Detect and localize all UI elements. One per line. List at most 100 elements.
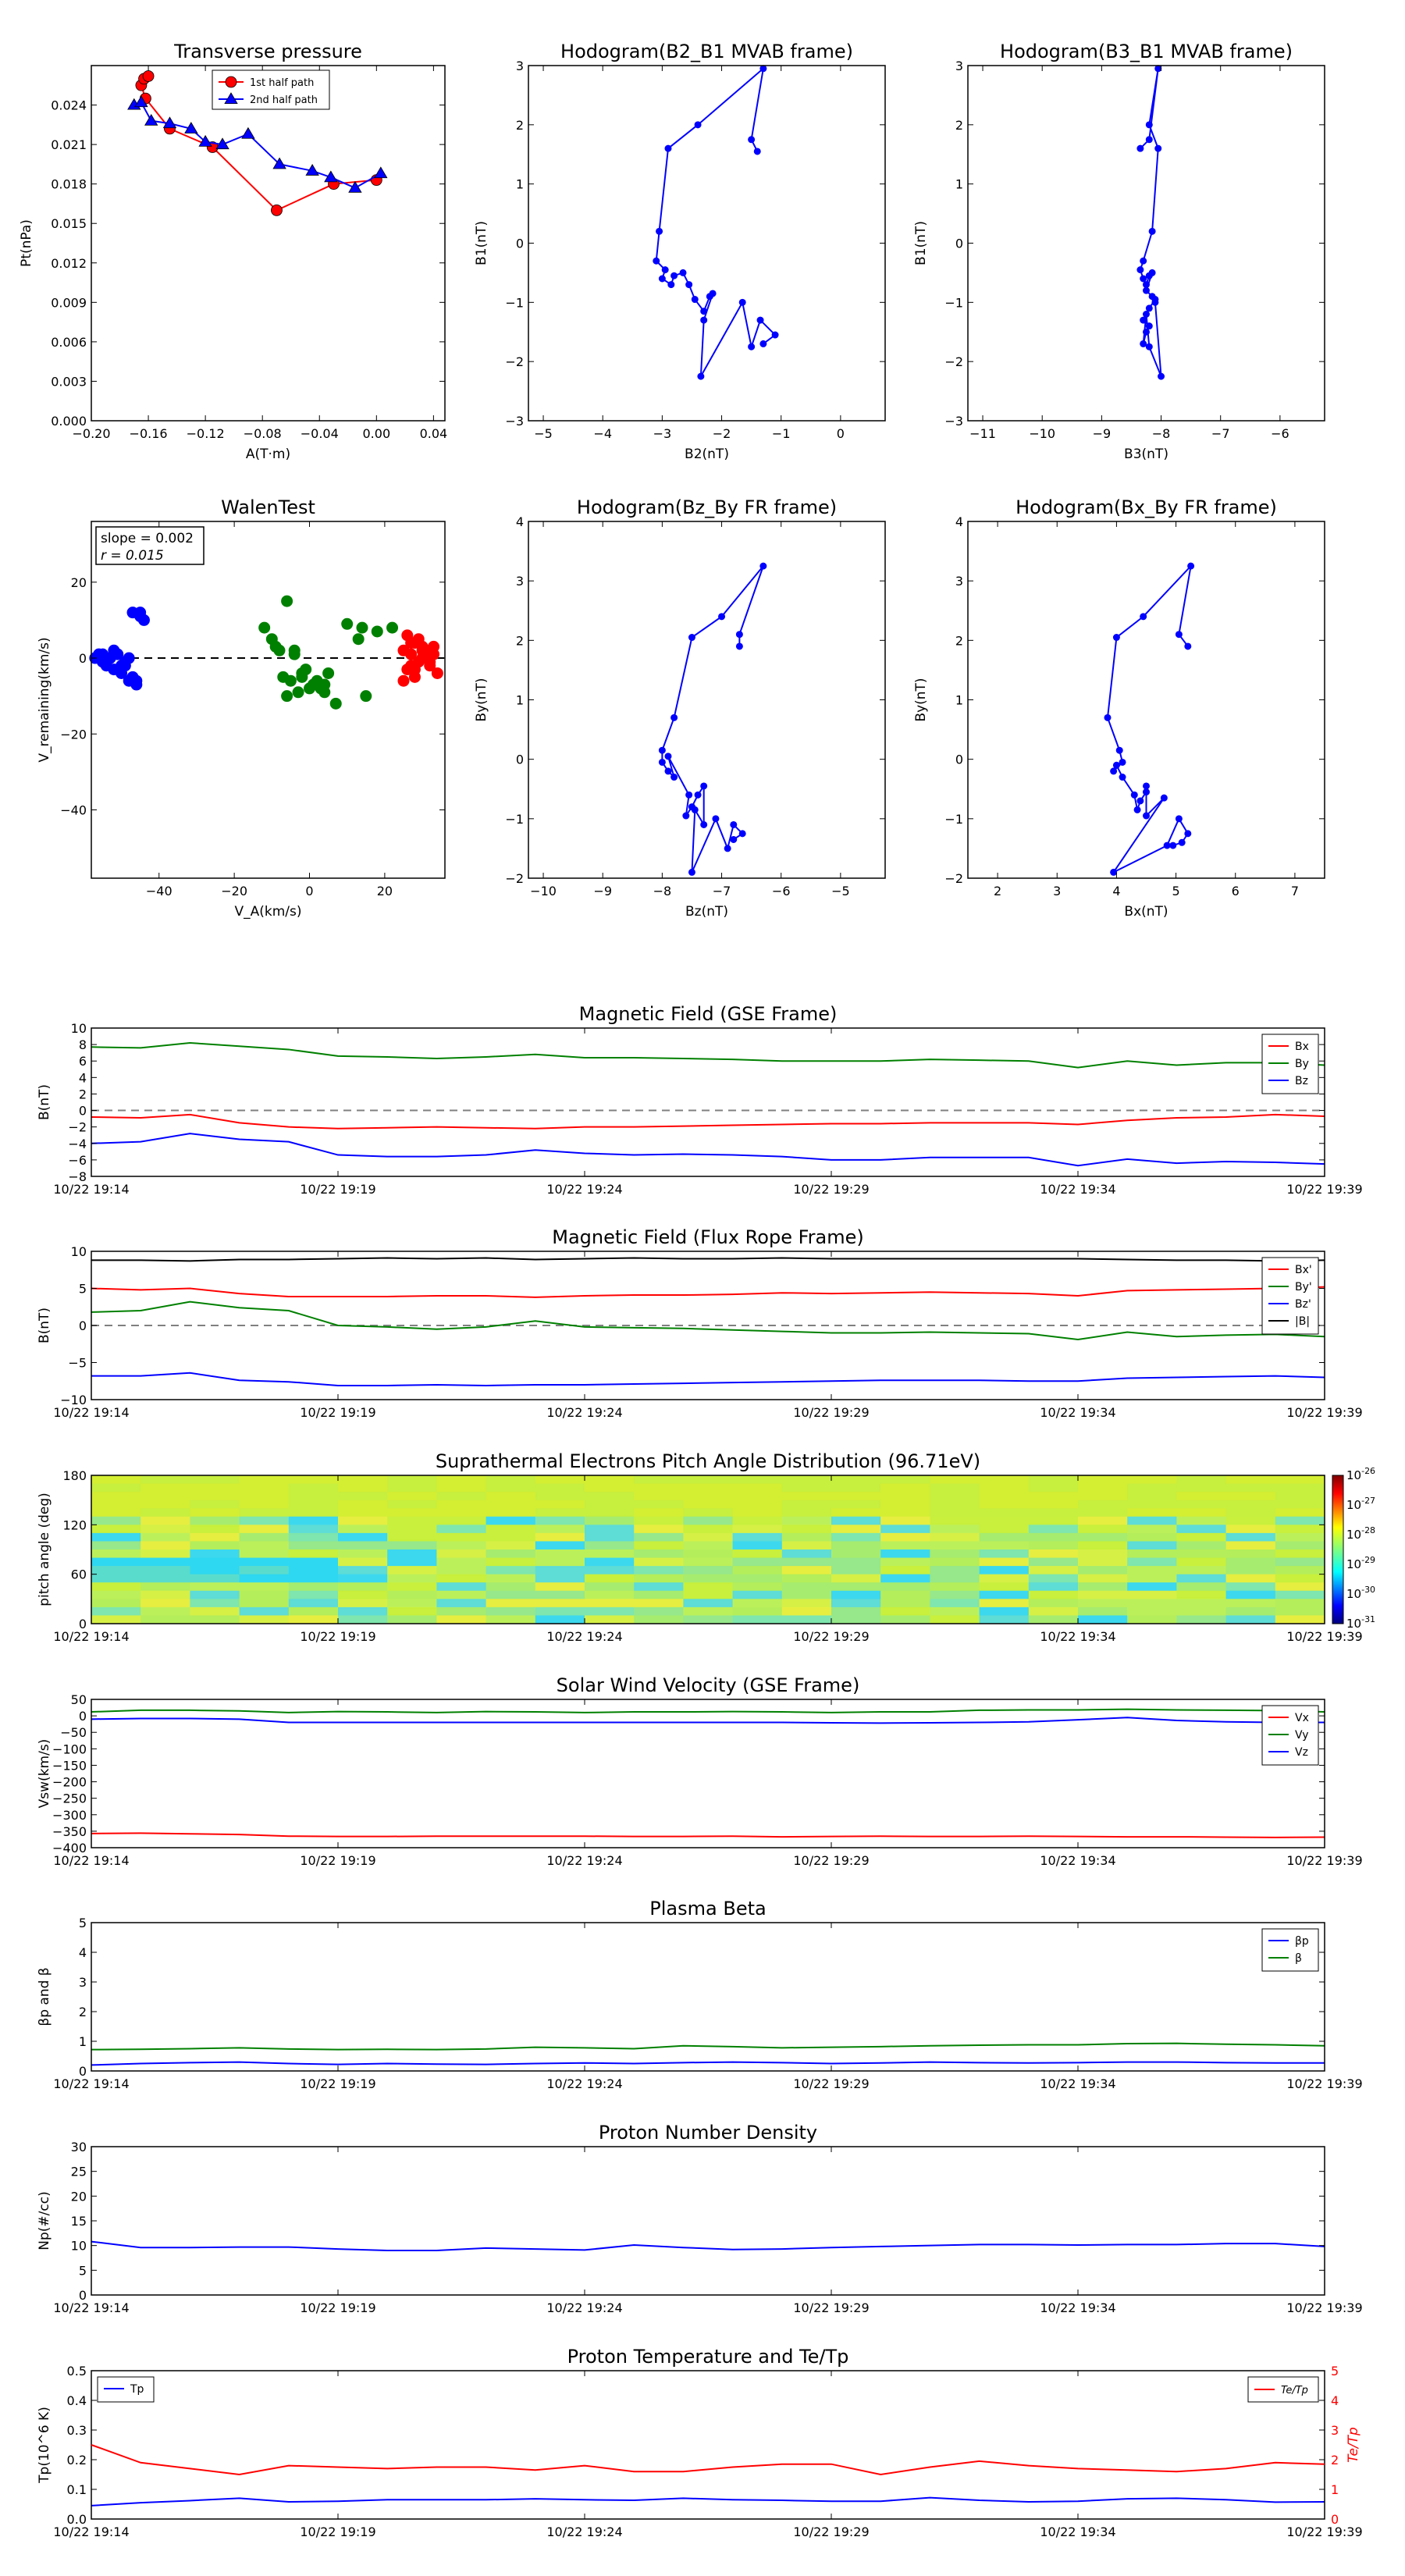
heatmap-cell <box>1225 1492 1276 1501</box>
heatmap-cell <box>930 1550 980 1559</box>
chart-title: Proton Number Density <box>599 2122 817 2144</box>
data-point <box>682 812 690 820</box>
annotation-r: r = 0.015 <box>101 548 164 564</box>
data-point <box>1163 841 1171 849</box>
data-point <box>1130 791 1138 799</box>
heatmap-cell <box>1028 1599 1079 1608</box>
x-tick-label: −0.12 <box>187 426 225 441</box>
heatmap-cell <box>1127 1475 1177 1485</box>
data-point <box>1140 316 1147 324</box>
data-point <box>356 621 368 634</box>
data-point <box>1160 794 1168 802</box>
heatmap-cell <box>1078 1582 1128 1592</box>
heatmap-cell <box>634 1525 684 1534</box>
heatmap-cell <box>140 1550 190 1559</box>
x-tick-label: 10/22 19:19 <box>300 1182 375 1197</box>
heatmap-cell <box>190 1525 240 1534</box>
heatmap-cell <box>535 1590 585 1599</box>
heatmap-cell <box>535 1525 585 1534</box>
heatmap-cell <box>732 1557 783 1567</box>
heatmap-cell <box>1028 1500 1079 1509</box>
heatmap-cell <box>732 1606 783 1616</box>
heatmap-cell <box>140 1483 190 1493</box>
heatmap-cell <box>91 1574 141 1583</box>
data-point <box>1136 266 1144 274</box>
heatmap-cell <box>91 1508 141 1517</box>
heatmap-cell <box>288 1483 339 1493</box>
heatmap-cell <box>239 1508 290 1517</box>
y-right-tick-label: 0 <box>1331 2512 1339 2527</box>
data-point <box>670 272 678 279</box>
data-point <box>162 116 177 129</box>
heatmap-cell <box>338 1590 388 1599</box>
heatmap-cell <box>979 1582 1030 1592</box>
heatmap-cell <box>880 1615 930 1624</box>
data-point <box>653 257 660 265</box>
data-point <box>134 95 148 108</box>
heatmap-cell <box>781 1532 832 1542</box>
heatmap-cell <box>387 1550 437 1559</box>
series-line-te-tp <box>91 2444 1325 2476</box>
heatmap-cell <box>979 1557 1030 1567</box>
y-tick-label: 1 <box>955 177 963 192</box>
heatmap-cell <box>880 1500 930 1509</box>
y-tick-label: 1 <box>516 693 524 708</box>
colorbar-tick-label: 10-26 <box>1346 1466 1375 1482</box>
series-line-Vz <box>91 1717 1325 1724</box>
heatmap-cell <box>1176 1566 1227 1575</box>
heatmap-cell <box>190 1508 240 1517</box>
x-tick-label: −11 <box>969 426 996 441</box>
heatmap-cell <box>1078 1500 1128 1509</box>
legend-label: Bx' <box>1295 1264 1312 1276</box>
heatmap-cell <box>1028 1475 1079 1485</box>
colorbar <box>1332 1475 1344 1624</box>
heatmap-cell <box>585 1599 635 1608</box>
panel-hodo_bxby: Hodogram(Bx_By FR frame)2 3 4 5 6 7−2−101234B… <box>913 496 1325 920</box>
heatmap-cell <box>1225 1557 1276 1567</box>
heatmap-cell <box>288 1500 339 1509</box>
heatmap-cell <box>288 1525 339 1534</box>
y-tick-label: −8 <box>68 1169 87 1184</box>
heatmap-cell <box>634 1590 684 1599</box>
y-axis-label: Tp(10^6 K) <box>37 2407 52 2484</box>
heatmap-cell <box>486 1590 536 1599</box>
heatmap-cell <box>1176 1615 1227 1624</box>
data-point <box>670 713 678 721</box>
data-point <box>1143 782 1150 790</box>
y-tick-label: 0.015 <box>51 216 87 231</box>
heatmap-cell <box>1078 1550 1128 1559</box>
heatmap-cell <box>288 1550 339 1559</box>
heatmap-cell <box>880 1550 930 1559</box>
heatmap-cell <box>831 1599 881 1608</box>
x-tick-label: 10/22 19:19 <box>300 1405 375 1420</box>
legend-label: Vy <box>1295 1729 1309 1742</box>
y-axis-label: B1(nT) <box>474 221 489 265</box>
y-tick-label: 0.000 <box>51 414 87 429</box>
data-point <box>1143 311 1150 318</box>
heatmap-cell <box>732 1574 783 1583</box>
y-tick-label: −1 <box>944 812 963 827</box>
heatmap-cell <box>1275 1574 1325 1583</box>
legend-label: Bz' <box>1295 1298 1311 1311</box>
data-point <box>691 806 699 813</box>
data-point <box>1154 144 1162 152</box>
y-tick-label: 20 <box>71 2189 87 2204</box>
legend-label: Tp <box>130 2383 144 2396</box>
heatmap-cell <box>1275 1516 1325 1525</box>
legend-label: By' <box>1295 1281 1312 1293</box>
y-tick-label: 0 <box>79 1617 87 1631</box>
heatmap-cell <box>732 1500 783 1509</box>
heatmap-cell <box>781 1500 832 1509</box>
heatmap-cell <box>831 1615 881 1624</box>
heatmap-cell <box>979 1516 1030 1525</box>
plot-frame <box>91 1699 1325 1848</box>
data-point <box>709 290 717 297</box>
y-tick-label: 8 <box>79 1037 87 1052</box>
data-point <box>348 180 362 193</box>
series-line-By' <box>91 1300 1325 1341</box>
data-point <box>1169 841 1177 849</box>
heatmap-cell <box>1078 1615 1128 1624</box>
series-line-Tp <box>91 2496 1325 2507</box>
x-tick-label: 10/22 19:34 <box>1040 1405 1115 1420</box>
heatmap-cell <box>387 1574 437 1583</box>
